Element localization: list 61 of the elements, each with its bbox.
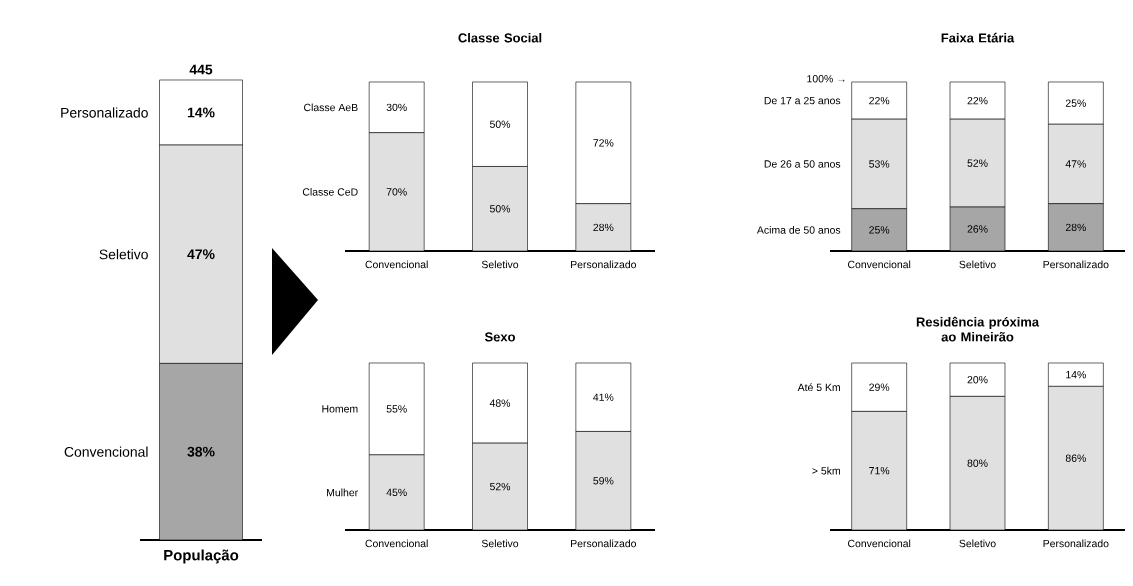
x-tick-label: Seletivo [481, 539, 519, 548]
data-label: 47% [1065, 160, 1086, 168]
series-label: Classe CeD [302, 187, 358, 196]
x-tick-label: Personalizado [571, 260, 637, 269]
x-tick-label: Personalizado [1043, 539, 1109, 548]
x-tick-label: Personalizado [571, 539, 637, 548]
x-tick-label: Seletivo [481, 260, 519, 269]
data-label: 25% [1065, 99, 1086, 107]
chart-title: Sexo [484, 332, 515, 342]
data-label: 59% [593, 477, 614, 485]
data-label: 26% [967, 225, 988, 233]
chart-title: Faixa Etária [941, 32, 1015, 43]
data-label: 41% [593, 393, 614, 401]
x-tick-label: Convencional [848, 260, 911, 269]
series-label: Convencional [64, 446, 148, 457]
data-label: 48% [489, 399, 511, 407]
data-label: 86% [1065, 454, 1086, 462]
data-label: 71% [869, 467, 890, 475]
data-label: 50% [489, 205, 511, 213]
x-tick-label: População [164, 549, 239, 564]
annotation: 445 [189, 64, 213, 75]
x-tick-label: Seletivo [959, 539, 996, 548]
x-tick-label: Convencional [848, 539, 911, 548]
data-label: 14% [187, 107, 215, 118]
series-label: > 5km [812, 466, 840, 475]
series-label: Até 5 Km [797, 383, 840, 392]
data-label: 72% [593, 139, 614, 147]
data-label: 50% [489, 120, 511, 128]
data-label: 30% [386, 103, 407, 112]
data-label: 53% [869, 160, 890, 168]
data-label: 52% [967, 159, 988, 167]
data-label: 47% [187, 249, 215, 260]
data-label: 29% [869, 383, 890, 391]
data-label: 22% [967, 96, 988, 105]
series-label: De 17 a 25 anos [764, 96, 841, 105]
series-label: Homem [322, 405, 358, 413]
series-label: Personalizado [61, 107, 148, 118]
data-label: 38% [187, 446, 215, 457]
series-label: Acima de 50 anos [756, 226, 841, 234]
series-label: De 26 a 50 anos [764, 160, 841, 168]
data-label: 52% [489, 482, 511, 491]
data-label: 20% [967, 375, 988, 384]
data-label: 22% [869, 96, 890, 105]
data-label: 45% [386, 488, 407, 497]
data-label: 28% [1065, 223, 1086, 232]
data-label: 28% [593, 223, 614, 232]
x-tick-label: Personalizado [1043, 260, 1109, 269]
series-label: Mulher [327, 488, 358, 497]
data-label: 55% [386, 405, 407, 413]
series-label: Classe AeB [304, 103, 358, 112]
x-tick-label: Seletivo [959, 260, 996, 269]
x-tick-label: Convencional [365, 539, 428, 548]
data-label: 70% [386, 188, 407, 196]
series-label: Seletivo [99, 249, 148, 260]
data-label: 80% [967, 459, 988, 467]
chart-title: Classe Social [458, 32, 542, 43]
annotation: 100% → [807, 75, 845, 83]
data-label: 25% [869, 226, 890, 234]
chart-title: Residência próxima ao Mineirão [916, 316, 1040, 342]
data-label: 14% [1066, 371, 1086, 379]
x-tick-label: Convencional [365, 260, 428, 269]
